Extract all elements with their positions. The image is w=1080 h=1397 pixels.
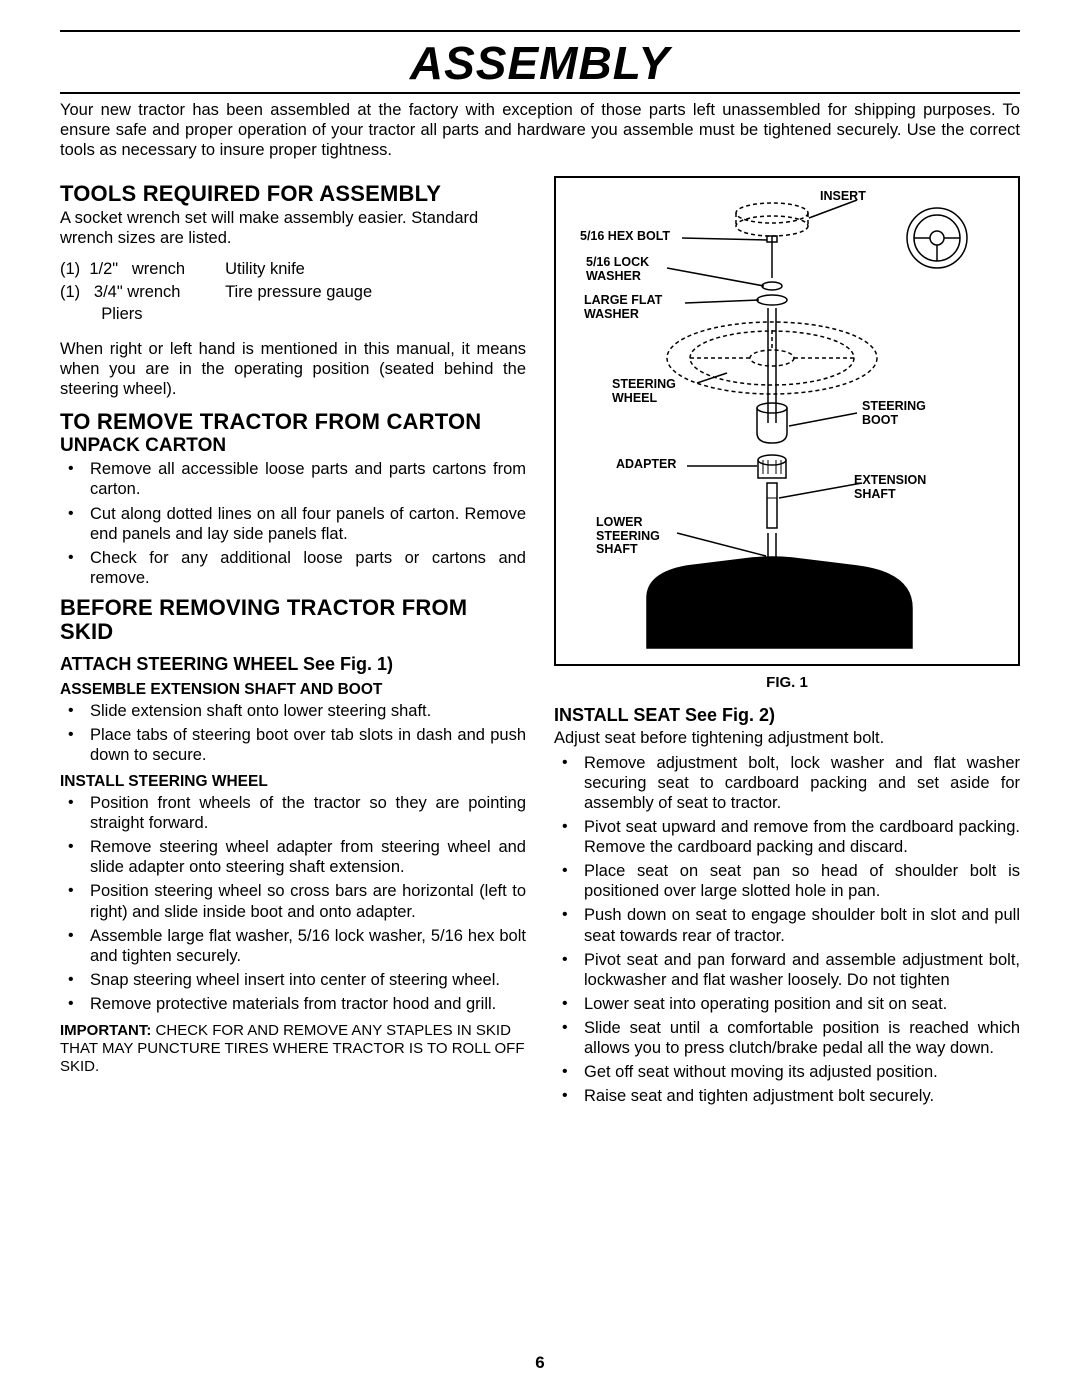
important-label: IMPORTANT: (60, 1022, 151, 1039)
install-seat-heading: INSTALL SEAT See Fig. 2) (554, 705, 1020, 726)
fig-label-steerwheel: STEERING WHEEL (612, 378, 676, 405)
list-item: Assemble large flat washer, 5/16 lock wa… (60, 926, 526, 966)
top-rule (60, 30, 1020, 32)
list-item: Cut along dotted lines on all four panel… (60, 504, 526, 544)
fig-label-lowershaft: LOWER STEERING SHAFT (596, 516, 660, 557)
important-note: IMPORTANT: CHECK FOR AND REMOVE ANY STAP… (60, 1022, 526, 1075)
list-item: Pivot seat upward and remove from the ca… (554, 817, 1020, 857)
list-item: Remove adjustment bolt, lock washer and … (554, 753, 1020, 813)
fig-label-extshaft: EXTENSION SHAFT (854, 474, 926, 501)
unpack-list: Remove all accessible loose parts and pa… (60, 459, 526, 588)
assemble-ext-heading: ASSEMBLE EXTENSION SHAFT AND BOOT (60, 681, 526, 699)
fig-label-flatwasher: LARGE FLAT WASHER (584, 294, 662, 321)
assemble-ext-list: Slide extension shaft onto lower steerin… (60, 701, 526, 765)
tools-col1: (1) 1/2" wrench (1) 3/4" wrench Pliers (60, 258, 185, 325)
figure-svg (556, 178, 1018, 664)
list-item: Get off seat without moving its adjusted… (554, 1062, 1020, 1082)
right-column: INSERT 5/16 HEX BOLT 5/16 LOCK WASHER LA… (554, 176, 1020, 1114)
page-title: ASSEMBLY (60, 36, 1020, 90)
list-item: Slide seat until a comfortable position … (554, 1018, 1020, 1058)
install-steering-list: Position front wheels of the tractor so … (60, 793, 526, 1014)
tools-heading: TOOLS REQUIRED FOR ASSEMBLY (60, 182, 526, 206)
list-item: Position front wheels of the tractor so … (60, 793, 526, 833)
unpack-subheading: UNPACK CARTON (60, 435, 526, 457)
fig-label-lockwasher: 5/16 LOCK WASHER (586, 256, 649, 283)
install-steering-heading: INSTALL STEERING WHEEL (60, 773, 526, 791)
tools-col2: Utility knife Tire pressure gauge (225, 258, 372, 325)
intro-paragraph: Your new tractor has been assembled at t… (60, 100, 1020, 160)
list-item: Remove all accessible loose parts and pa… (60, 459, 526, 499)
fig-label-hexbolt: 5/16 HEX BOLT (580, 230, 670, 244)
fig-label-adapter: ADAPTER (616, 458, 676, 472)
tools-list: (1) 1/2" wrench (1) 3/4" wrench Pliers U… (60, 258, 526, 325)
list-item: Place tabs of steering boot over tab slo… (60, 725, 526, 765)
tools-paragraph: A socket wrench set will make assembly e… (60, 208, 526, 248)
list-item: Check for any additional loose parts or … (60, 548, 526, 588)
orientation-note: When right or left hand is mentioned in … (60, 339, 526, 399)
title-rule (60, 92, 1020, 94)
list-item: Remove protective materials from tractor… (60, 994, 526, 1014)
fig-label-steerboot: STEERING BOOT (862, 400, 926, 427)
two-column-layout: TOOLS REQUIRED FOR ASSEMBLY A socket wre… (60, 176, 1020, 1114)
list-item: Lower seat into operating position and s… (554, 994, 1020, 1014)
list-item: Raise seat and tighten adjustment bolt s… (554, 1086, 1020, 1106)
list-item: Remove steering wheel adapter from steer… (60, 837, 526, 877)
list-item: Pivot seat and pan forward and assemble … (554, 950, 1020, 990)
list-item: Place seat on seat pan so head of should… (554, 861, 1020, 901)
list-item: Push down on seat to engage shoulder bol… (554, 905, 1020, 945)
figure-caption: FIG. 1 (554, 674, 1020, 691)
remove-heading: TO REMOVE TRACTOR FROM CARTON (60, 410, 526, 434)
list-item: Position steering wheel so cross bars ar… (60, 881, 526, 921)
attach-heading: ATTACH STEERING WHEEL See Fig. 1) (60, 654, 526, 675)
before-heading: BEFORE REMOVING TRACTOR FROM SKID (60, 596, 526, 644)
page-number: 6 (0, 1353, 1080, 1373)
install-seat-para: Adjust seat before tightening adjustment… (554, 728, 1020, 748)
list-item: Snap steering wheel insert into center o… (60, 970, 526, 990)
list-item: Slide extension shaft onto lower steerin… (60, 701, 526, 721)
left-column: TOOLS REQUIRED FOR ASSEMBLY A socket wre… (60, 176, 526, 1114)
figure-1: INSERT 5/16 HEX BOLT 5/16 LOCK WASHER LA… (554, 176, 1020, 666)
fig-label-insert: INSERT (820, 190, 866, 204)
install-seat-list: Remove adjustment bolt, lock washer and … (554, 753, 1020, 1107)
